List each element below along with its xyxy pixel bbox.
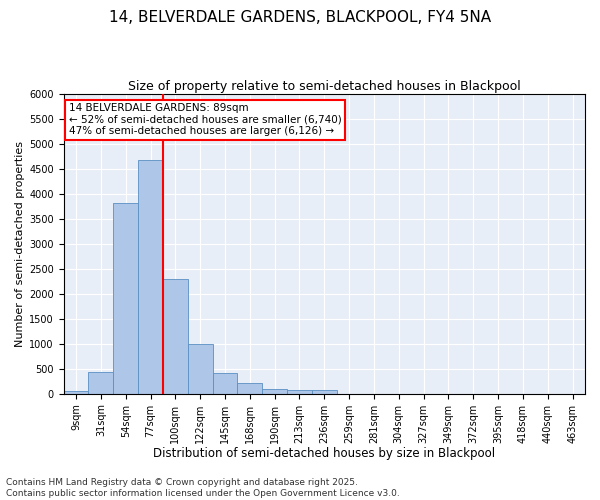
Bar [113, 203, 138, 394]
Bar [64, 391, 88, 394]
Bar [188, 344, 212, 394]
Text: 14 BELVERDALE GARDENS: 89sqm
← 52% of semi-detached houses are smaller (6,740)
4: 14 BELVERDALE GARDENS: 89sqm ← 52% of se… [69, 103, 341, 136]
X-axis label: Distribution of semi-detached houses by size in Blackpool: Distribution of semi-detached houses by … [153, 447, 496, 460]
Title: Size of property relative to semi-detached houses in Blackpool: Size of property relative to semi-detach… [128, 80, 521, 93]
Text: 14, BELVERDALE GARDENS, BLACKPOOL, FY4 5NA: 14, BELVERDALE GARDENS, BLACKPOOL, FY4 5… [109, 10, 491, 25]
Text: Contains HM Land Registry data © Crown copyright and database right 2025.
Contai: Contains HM Land Registry data © Crown c… [6, 478, 400, 498]
Bar [163, 279, 188, 394]
Bar [88, 372, 113, 394]
Bar [138, 160, 163, 394]
Bar [212, 373, 238, 394]
Bar [238, 384, 262, 394]
Bar [312, 390, 337, 394]
Bar [262, 388, 287, 394]
Bar [287, 390, 312, 394]
Y-axis label: Number of semi-detached properties: Number of semi-detached properties [15, 141, 25, 347]
